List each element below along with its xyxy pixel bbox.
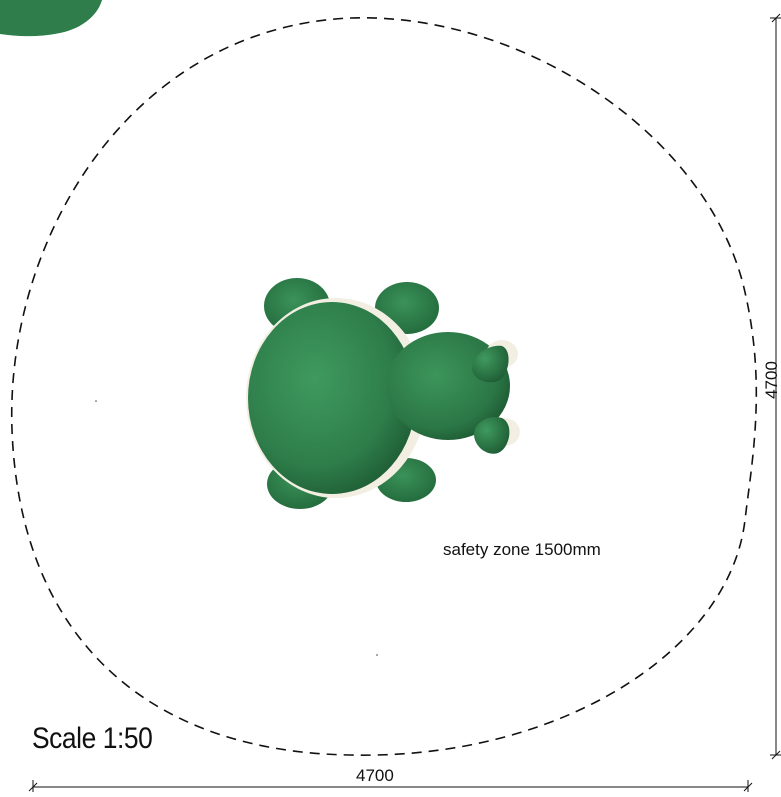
safety-zone-label: safety zone 1500mm [443,540,601,559]
turtle-horn-top [472,345,509,383]
width-dimension-label: 4700 [356,766,394,785]
safety-zone-boundary [10,17,758,756]
partial-playground-element [0,0,102,37]
scale-label: Scale 1:50 [32,722,153,755]
height-dimension-label: 4700 [762,361,781,399]
turtle-shell [248,302,416,494]
speck [95,400,97,402]
turtle-horn-bottom [474,416,510,454]
speck [376,654,378,656]
